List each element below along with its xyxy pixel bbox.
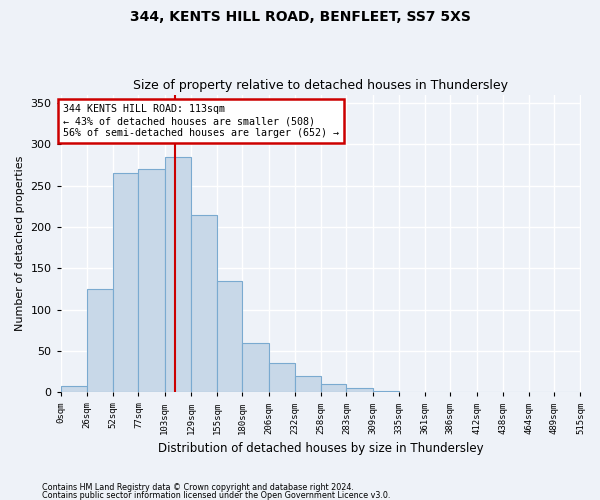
- Text: Contains public sector information licensed under the Open Government Licence v3: Contains public sector information licen…: [42, 490, 391, 500]
- Bar: [242, 343, 269, 392]
- Title: Size of property relative to detached houses in Thundersley: Size of property relative to detached ho…: [133, 79, 508, 92]
- Y-axis label: Number of detached properties: Number of detached properties: [15, 156, 25, 331]
- Bar: [321, 384, 346, 392]
- Bar: [61, 386, 87, 392]
- Bar: [295, 376, 321, 392]
- Bar: [191, 214, 217, 392]
- X-axis label: Distribution of detached houses by size in Thundersley: Distribution of detached houses by size …: [158, 442, 484, 455]
- Bar: [217, 280, 242, 392]
- Bar: [113, 173, 139, 392]
- Bar: [346, 388, 373, 392]
- Bar: [164, 158, 191, 392]
- Text: 344, KENTS HILL ROAD, BENFLEET, SS7 5XS: 344, KENTS HILL ROAD, BENFLEET, SS7 5XS: [130, 10, 470, 24]
- Bar: [139, 169, 164, 392]
- Bar: [87, 289, 113, 393]
- Text: 344 KENTS HILL ROAD: 113sqm
← 43% of detached houses are smaller (508)
56% of se: 344 KENTS HILL ROAD: 113sqm ← 43% of det…: [63, 104, 339, 138]
- Bar: [373, 390, 399, 392]
- Bar: [269, 364, 295, 392]
- Text: Contains HM Land Registry data © Crown copyright and database right 2024.: Contains HM Land Registry data © Crown c…: [42, 484, 354, 492]
